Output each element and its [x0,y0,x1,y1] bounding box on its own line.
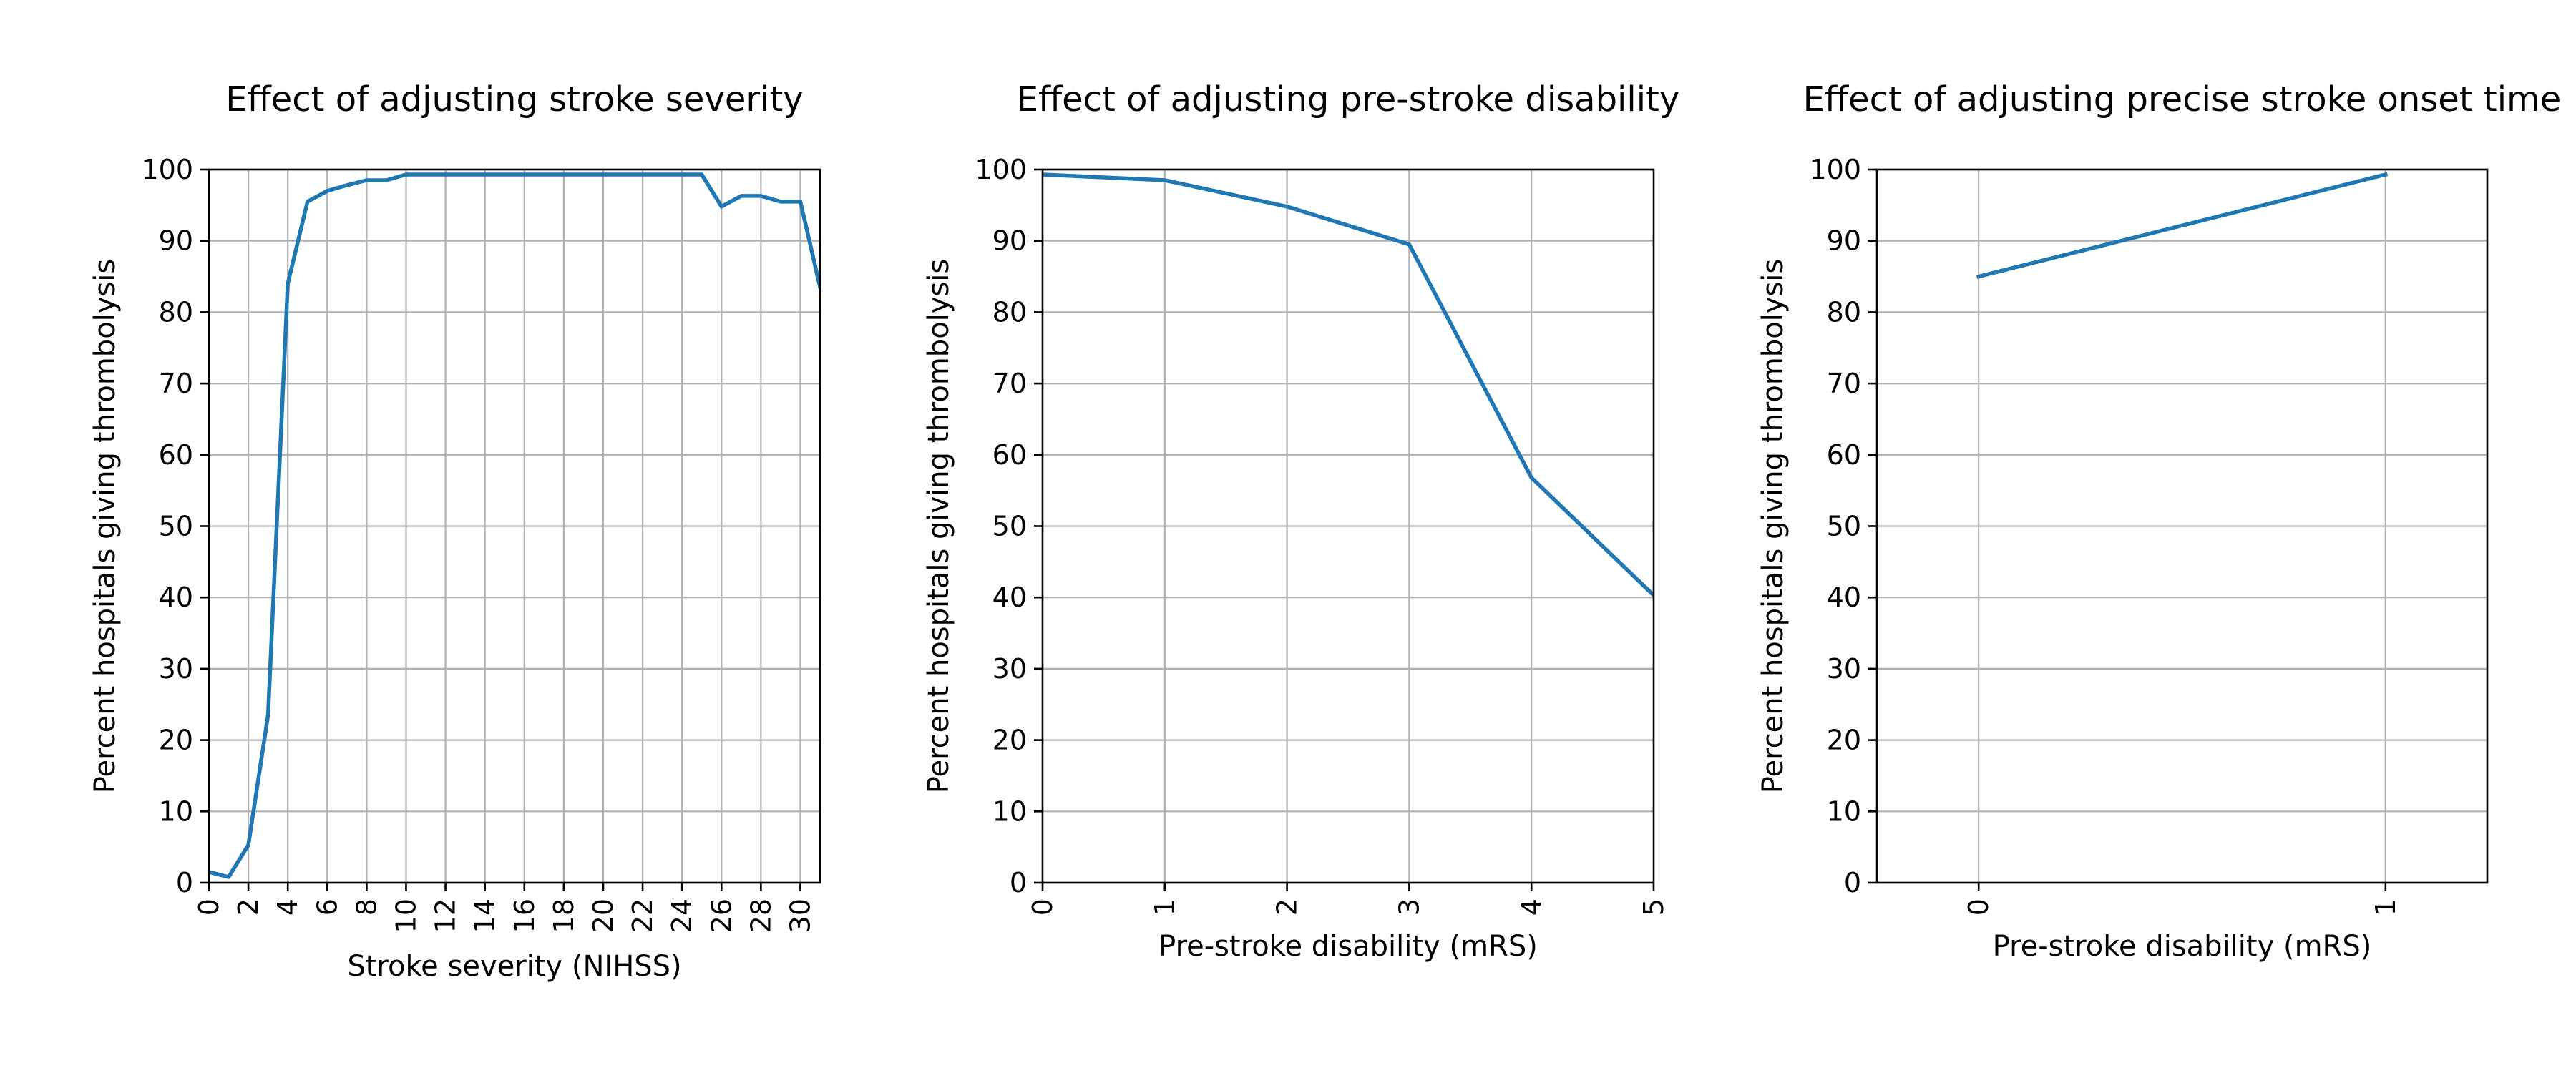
y-tick-label: 30 [992,653,1027,685]
y-tick-label: 90 [159,225,193,257]
x-tick-label: 22 [627,898,658,933]
x-axis-label: Pre-stroke disability (mRS) [1158,930,1538,963]
y-tick-label: 100 [1809,154,1861,185]
chart-title: Effect of adjusting pre-stroke disabilit… [1017,79,1680,119]
x-tick-label: 14 [469,898,501,933]
y-tick-label: 20 [992,725,1027,756]
y-tick-label: 0 [1844,867,1861,898]
y-tick-label: 50 [1827,511,1861,542]
y-tick-label: 60 [159,439,193,471]
x-tick-label: 2 [1272,898,1303,916]
y-tick-label: 100 [975,154,1027,185]
y-tick-label: 0 [1010,867,1027,898]
y-tick-label: 70 [1827,368,1861,399]
y-tick-label: 40 [992,582,1027,613]
y-tick-label: 10 [992,795,1027,827]
series-line [1043,172,1654,599]
chart-title: Effect of adjusting stroke severity [225,79,803,119]
x-tick-label: 2 [233,898,264,916]
y-axis-label: Percent hospitals giving thrombolysis [89,259,122,793]
y-tick-label: 80 [992,296,1027,328]
x-tick-label: 16 [509,898,540,933]
y-tick-label: 90 [1827,225,1861,257]
y-tick-label: 80 [1827,296,1861,328]
y-axis-label: Percent hospitals giving thrombolysis [1757,259,1790,793]
chart-panel-3: 0 10 20 30 40 50 60 70 80 90 100 0 1 Effect of adjust… [1757,79,2561,963]
y-tick-label: 20 [159,725,193,756]
x-tick-label: 8 [351,898,382,916]
y-tick-label: 40 [1827,582,1861,613]
y-tick-label: 0 [176,867,193,898]
series-line [1976,172,2389,279]
x-tick-label: 4 [272,898,303,916]
x-tick-label: 4 [1516,898,1547,916]
x-tick-label: 24 [666,898,698,933]
x-tick-label: 0 [1027,898,1058,916]
series-line [209,172,820,879]
x-tick-label: 12 [430,898,462,933]
x-axis-label: Stroke severity (NIHSS) [347,950,681,983]
y-tick-label: 10 [1827,795,1861,827]
x-tick-label: 18 [548,898,580,933]
y-tick-label: 50 [159,511,193,542]
x-tick-label: 6 [311,898,343,916]
x-tick-label: 0 [193,898,225,916]
x-tick-label: 26 [706,898,737,933]
x-tick-label: 3 [1393,898,1425,916]
y-tick-label: 60 [1827,439,1861,471]
x-tick-label: 5 [1638,898,1669,916]
y-tick-label: 70 [159,368,193,399]
y-tick-label: 90 [992,225,1027,257]
x-axis-label: Pre-stroke disability (mRS) [1993,930,2372,963]
y-tick-label: 30 [1827,653,1861,685]
x-tick-label: 30 [784,898,816,933]
x-tick-label: 20 [587,898,619,933]
y-tick-label: 20 [1827,725,1861,756]
x-tick-label: 10 [390,898,421,933]
x-tick-label: 0 [1963,898,1994,916]
chart-title: Effect of adjusting precise stroke onset… [1803,79,2562,119]
x-tick-label: 1 [2370,898,2401,916]
y-tick-label: 30 [159,653,193,685]
y-tick-label: 100 [141,154,193,185]
y-axis-label: Percent hospitals giving thrombolysis [922,259,955,793]
y-tick-label: 80 [159,296,193,328]
x-tick-label: 28 [745,898,776,933]
x-tick-label: 1 [1149,898,1181,916]
y-tick-label: 50 [992,511,1027,542]
y-tick-label: 10 [159,795,193,827]
y-tick-label: 40 [159,582,193,613]
y-tick-label: 70 [992,368,1027,399]
y-tick-label: 60 [992,439,1027,471]
chart-panel-2: 0 10 20 30 40 50 60 70 80 90 100 0 1 2 3 4 5 Effect of ad… [922,79,1679,963]
